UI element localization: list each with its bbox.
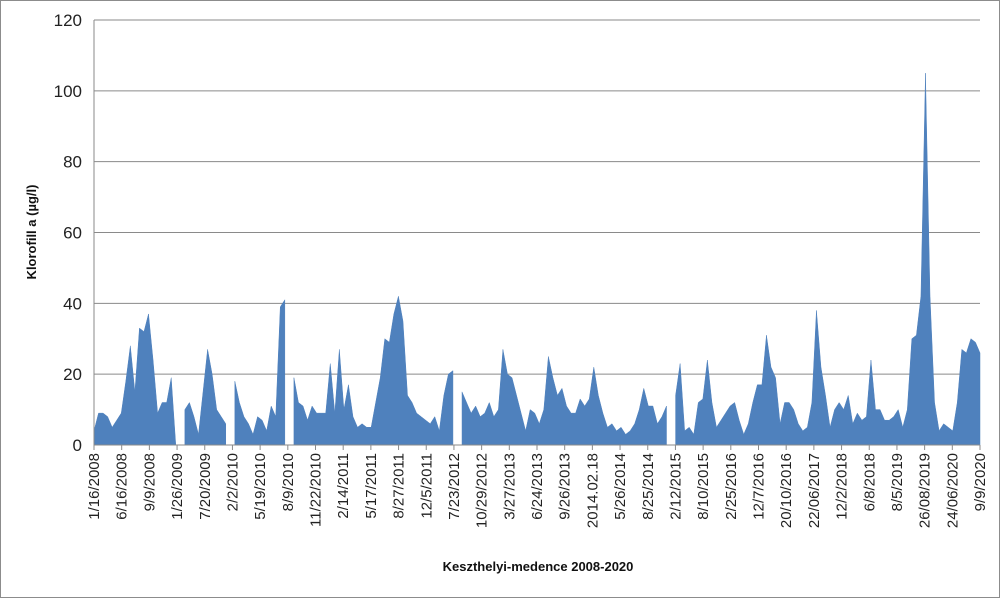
x-tick-label: 9/26/2013 xyxy=(557,453,574,520)
x-tick-label: 10/29/2012 xyxy=(474,453,491,528)
x-tick-label: 12/5/2011 xyxy=(418,453,435,519)
x-tick-label: 2/14/2011 xyxy=(335,453,352,519)
x-tick-label: 9/9/2020 xyxy=(972,453,989,511)
x-tick-label: 6/24/2013 xyxy=(529,453,546,520)
x-tick-labels: 1/16/2008 6/16/2008 9/9/2008 1/26/2009 7/20/… xyxy=(86,453,989,528)
y-tick-label: 0 xyxy=(73,436,82,455)
x-axis-title: Keszthelyi-medence 2008-2020 xyxy=(443,559,634,574)
x-tick-label: 6/16/2008 xyxy=(114,453,131,520)
x-tick-label: 8/9/2010 xyxy=(280,453,297,511)
x-tick-label: 7/20/2009 xyxy=(197,453,214,520)
area-segment xyxy=(93,313,177,446)
x-tick-label: 8/10/2015 xyxy=(695,453,712,520)
y-tick-label: 80 xyxy=(63,153,82,172)
x-tick-label: 8/5/2019 xyxy=(889,453,906,511)
x-tick-label: 2/12/2015 xyxy=(667,453,684,520)
y-tick-label: 60 xyxy=(63,224,82,243)
axes xyxy=(93,20,981,450)
x-tick-label: 2014.02.18 xyxy=(584,453,601,528)
y-tick-label: 40 xyxy=(63,294,82,313)
x-tick-label: 2/25/2016 xyxy=(723,453,740,520)
x-tick-label: 8/27/2011 xyxy=(391,453,408,519)
x-tick-label: 22/06/2017 xyxy=(806,453,823,528)
x-tick-label: 2/2/2010 xyxy=(224,453,241,511)
area-segment xyxy=(675,73,981,446)
area-segment xyxy=(293,296,454,446)
area-segment xyxy=(461,349,667,446)
x-tick-label: 6/8/2018 xyxy=(861,453,878,511)
area-segment xyxy=(184,349,227,446)
x-tick-label: 11/22/2010 xyxy=(308,453,325,527)
x-tick-label: 8/25/2014 xyxy=(640,453,657,520)
area-series xyxy=(93,73,981,446)
x-tick-label: 3/27/2013 xyxy=(501,453,518,520)
y-tick-label: 120 xyxy=(54,11,82,30)
y-axis-title: Klorofill a (µg/l) xyxy=(24,185,39,280)
x-tick-label: 26/08/2019 xyxy=(917,453,934,528)
x-tick-label: 12/7/2016 xyxy=(751,453,768,520)
x-tick-label: 12/2/2018 xyxy=(834,453,851,520)
x-tick-label: 7/23/2012 xyxy=(446,453,463,520)
x-tick-label: 5/19/2010 xyxy=(252,453,269,520)
y-tick-label: 20 xyxy=(63,365,82,384)
area-segment xyxy=(234,298,286,446)
x-tick-label: 9/9/2008 xyxy=(141,453,158,511)
gridlines xyxy=(94,19,980,375)
x-tick-label: 5/26/2014 xyxy=(612,453,629,520)
y-tick-label: 100 xyxy=(54,82,82,101)
x-tick-label: 20/10/2016 xyxy=(778,453,795,528)
x-tick-label: 24/06/2020 xyxy=(944,453,961,528)
x-tick-label: 1/16/2008 xyxy=(86,453,103,520)
x-tick-label: 5/17/2011 xyxy=(363,453,380,519)
x-tick-label: 1/26/2009 xyxy=(169,453,186,520)
y-tick-labels: 0 20 40 60 80 100 120 xyxy=(54,11,82,455)
